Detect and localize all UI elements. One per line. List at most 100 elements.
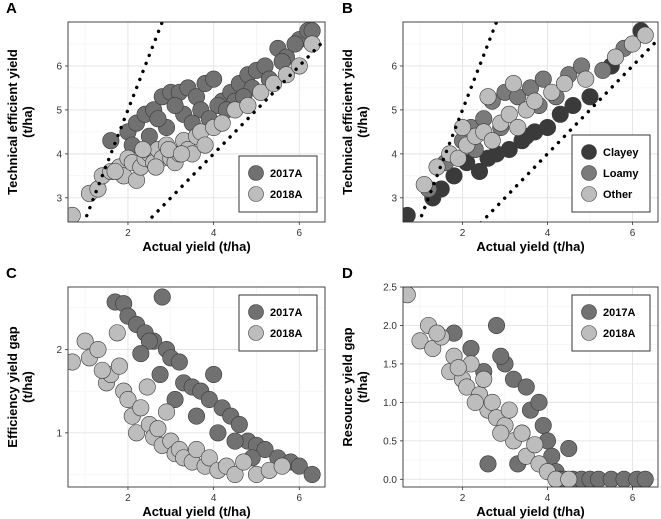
legend-box [238,155,318,213]
point-2017a [530,393,548,411]
legend-label: 2017A [603,307,635,319]
y-tick-label: 2.5 [383,283,397,294]
point-clayey [470,162,488,180]
point-2017a [303,465,321,483]
x-tick-label: 6 [297,228,303,239]
y-tick-label: 4 [391,149,397,160]
point-2018a [403,287,416,304]
point-2018a [158,403,176,421]
legend: 2017A 2018A [238,155,318,213]
point-2018a [449,359,467,377]
points [403,22,654,222]
point-2017a [166,97,184,115]
point-2018a [147,158,165,176]
points [68,22,321,222]
legend-label: 2018A [603,328,635,340]
point-clayey [538,118,556,136]
panel-label: A [6,0,17,17]
legend-label: Clayey [603,147,639,159]
x-tick-label: 6 [630,228,636,239]
x-tick-label: 2 [460,228,466,239]
y-tick-label: 4 [56,149,62,160]
legend-key-2017a [581,304,597,320]
point-2018a [235,453,253,471]
x-tick-label: 4 [545,228,551,239]
x-tick-label: 2 [125,493,131,504]
legend-key-2018a [581,325,597,341]
point-loamy [594,61,612,79]
legend: 2017A 2018A [238,294,318,352]
legend-key-loamy [581,165,597,181]
panel-B: 2 4 6 3 4 5 6 B Actual yield (t/ha) Technical eff… [340,0,659,254]
point-2018a [526,436,544,454]
point-other [606,48,624,66]
point-other [509,118,527,136]
point-clayey [564,97,582,115]
legend-label: Other [603,189,633,201]
point-2018a [119,390,137,408]
point-2018a [173,145,191,163]
point-2017a [534,416,552,434]
point-2017a [226,432,244,450]
point-2018a [68,353,81,371]
y-tick-label: 1 [56,428,62,439]
x-tick-label: 6 [630,493,636,504]
x-tick-label: 2 [460,493,466,504]
plot-frame [402,21,659,223]
point-clayey [479,149,497,167]
point-2018a [483,393,501,411]
x-tick-label: 2 [125,228,131,239]
y-axis-unit: (t/ha) [20,371,35,403]
point-2018a [138,378,156,396]
point-2018a [560,470,578,487]
panel-label: D [342,265,353,282]
x-axis-title: Actual yield (t/ha) [476,504,584,519]
plot-frame [402,286,659,488]
point-2017a [230,415,248,433]
legend-key-2017a [248,304,264,320]
x-tick-label: 4 [211,228,217,239]
point-2018a [106,162,124,180]
legend-label: 2018A [270,189,302,201]
y-tick-label: 5 [391,105,397,116]
point-2018a [252,83,270,101]
point-2017a [487,316,505,334]
point-2018a [128,424,146,442]
y-tick-label: 0.0 [383,475,397,486]
point-clayey [445,167,463,185]
x-tick-label: 6 [297,493,303,504]
y-tick-label: 2.0 [383,321,397,332]
y-axis-unit: (t/ha) [355,371,370,403]
point-2018a [149,420,167,438]
point-2018a [303,35,321,53]
point-loamy [534,70,552,88]
y-tick-label: 1.0 [383,398,397,409]
y-tick-label: 3 [391,193,397,204]
point-2017a [149,110,167,128]
point-other [479,88,497,106]
legend-key-2018a [248,186,264,202]
x-axis-title: Actual yield (t/ha) [476,239,584,254]
point-2017a [153,288,171,306]
point-2018a [68,206,81,222]
point-2017a [205,70,223,88]
point-clayey [500,140,518,158]
panel-C: 2 4 6 1 2 C Actual yield (t/ha) Efficiency yiel… [5,265,326,519]
point-2017a [517,378,535,396]
point-2017a [290,457,308,475]
point-other [623,35,641,53]
point-2017a [200,390,218,408]
point-2017a [140,332,158,350]
legend: Clayey Loamy Other [571,134,651,213]
point-2018a [475,370,493,388]
panel-label: B [342,0,353,17]
y-tick-label: 2 [56,345,62,356]
point-2018a [226,465,244,483]
point-2017a [462,340,480,358]
plot-frame [67,286,326,488]
point-2017a [188,407,206,425]
point-other [428,158,446,176]
point-2017a [560,440,578,458]
point-other [577,70,595,88]
y-axis-unit: (t/ha) [20,106,35,138]
